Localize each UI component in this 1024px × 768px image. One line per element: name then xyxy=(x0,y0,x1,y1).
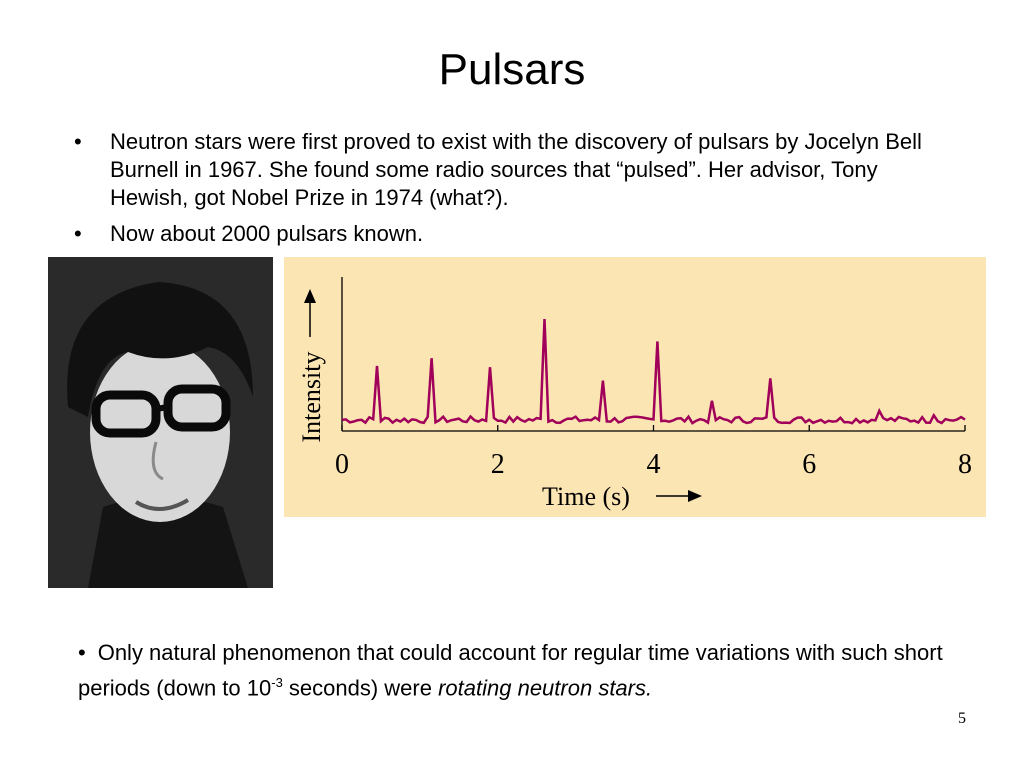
y-axis-arrow xyxy=(304,289,316,337)
pulse-chart: 0 2 4 6 8 Intensity Time (s) xyxy=(284,257,986,517)
portrait-photo xyxy=(48,257,273,588)
bullet-marker: • xyxy=(74,221,82,246)
page-number: 5 xyxy=(958,710,966,727)
signal-series-line xyxy=(341,318,966,425)
x-tick-label: 6 xyxy=(802,449,816,480)
x-axis-label: Time (s) xyxy=(542,482,630,511)
pulse-chart-svg: 0 2 4 6 8 Intensity Time (s) xyxy=(297,277,972,511)
x-tick-label: 8 xyxy=(958,449,972,480)
y-axis-label: Intensity xyxy=(297,352,326,443)
bullet-text: Neutron stars were first proved to exist… xyxy=(110,129,922,210)
x-tick-label: 4 xyxy=(647,449,661,480)
emphasis-text: rotating neutron stars. xyxy=(438,675,653,701)
x-tick-label: 0 xyxy=(335,449,349,480)
bullet-item: • Neutron stars were first proved to exi… xyxy=(68,128,948,212)
exponent-text: -3 xyxy=(271,675,283,690)
bullet-text: Now about 2000 pulsars known. xyxy=(110,221,424,246)
bottom-bullet: • Only natural phenomenon that could acco… xyxy=(78,638,958,703)
bottom-text-middle: seconds) were xyxy=(282,675,439,701)
slide-title: Pulsars xyxy=(438,45,586,94)
bullet-list: • Neutron stars were first proved to exi… xyxy=(68,128,948,256)
bullet-marker: • xyxy=(74,129,82,154)
x-tick-label: 2 xyxy=(491,449,505,480)
bullet-marker: • xyxy=(78,640,86,665)
portrait-image xyxy=(48,257,273,588)
bullet-item: • Now about 2000 pulsars known. xyxy=(68,220,948,248)
bottom-text: Only natural phenomenon that could accou… xyxy=(78,640,943,701)
x-axis-arrow xyxy=(656,490,702,502)
